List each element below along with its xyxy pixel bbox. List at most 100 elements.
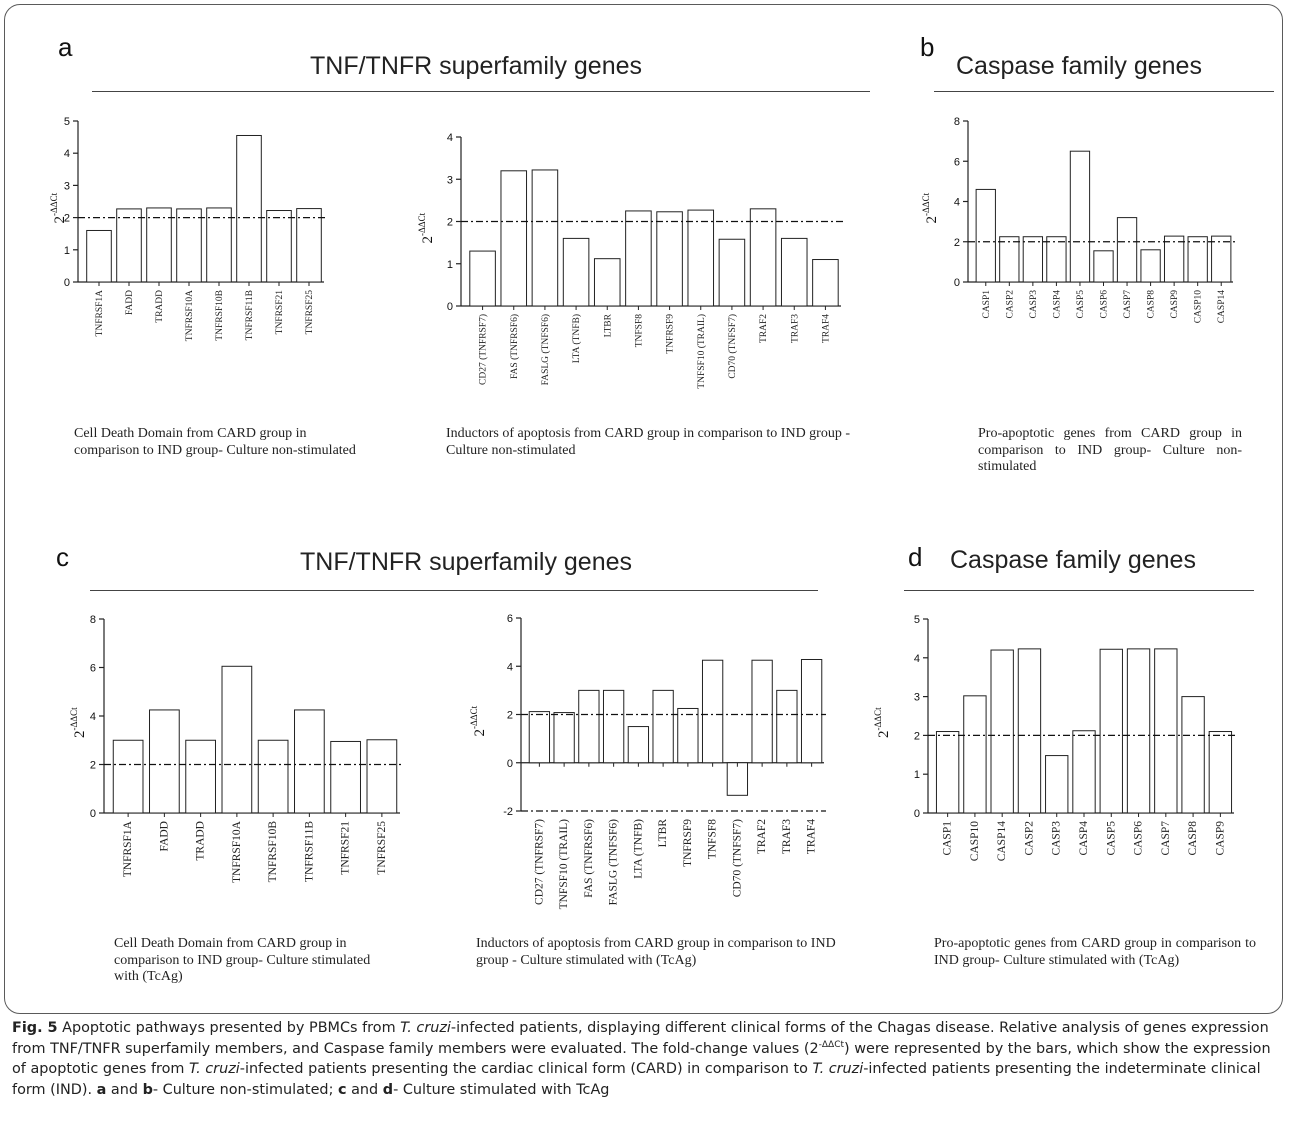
y-axis-label: 2-ΔΔCt bbox=[469, 705, 488, 736]
y-tick-label: 1 bbox=[447, 259, 453, 271]
chart-a-cell-death-domain: 0 1 2 3 4 5 TNFRSF1A FADD TRADD TNFRSF10A TNFRSF10… bbox=[49, 116, 1236, 909]
caption-c-cell-death: Cell Death Domain from CARD group in com… bbox=[114, 936, 371, 984]
bar bbox=[602, 689, 625, 764]
figcap-part: and bbox=[106, 1081, 143, 1098]
bar bbox=[1187, 236, 1208, 283]
category-label: TRAF4 bbox=[821, 314, 831, 343]
category-label: CASP3 bbox=[1051, 821, 1063, 856]
bar bbox=[1069, 150, 1091, 283]
bar bbox=[86, 229, 112, 283]
bar bbox=[1154, 648, 1178, 814]
category-label: TRAF2 bbox=[756, 819, 768, 854]
category-label: TNFRSF21 bbox=[275, 290, 285, 335]
category-label: TRAF3 bbox=[790, 314, 800, 343]
category-label: TRADD bbox=[155, 290, 165, 323]
category-label: CASP8 bbox=[1147, 290, 1157, 319]
bar bbox=[780, 237, 808, 307]
figcap-part: -infected patients presenting the cardia… bbox=[239, 1061, 813, 1077]
bar bbox=[1099, 648, 1123, 814]
figure-caption: Fig. 5 Apoptotic pathways presented by P… bbox=[12, 1018, 1274, 1100]
figcap-part: - Culture non-stimulated; bbox=[152, 1081, 338, 1098]
bar bbox=[1017, 648, 1042, 814]
y-tick-label: 4 bbox=[64, 148, 70, 160]
figcap-part: -infected patients, displaying different… bbox=[12, 1020, 1269, 1057]
category-label: CASP1 bbox=[942, 821, 954, 856]
y-tick-label: 3 bbox=[447, 174, 453, 186]
figcap-part: ) were represented by the bars, which sh… bbox=[12, 1040, 1271, 1078]
category-label: LTBR bbox=[657, 819, 669, 848]
y-tick-label: 4 bbox=[447, 132, 453, 144]
section-a-rule bbox=[92, 91, 870, 92]
category-label: CASP4 bbox=[1078, 821, 1090, 856]
y-tick-label: 4 bbox=[507, 661, 513, 673]
category-label: CASP4 bbox=[1052, 290, 1062, 319]
category-label: CASP10 bbox=[969, 821, 981, 862]
caption-d-pro-apoptotic: Pro-apoptotic genes from CARD group in c… bbox=[934, 936, 1256, 968]
category-label: TNFRSF10B bbox=[267, 821, 279, 883]
y-tick-label: 0 bbox=[64, 277, 70, 289]
y-tick-label: 5 bbox=[64, 116, 70, 128]
y-tick-label: 8 bbox=[954, 116, 960, 128]
y-tick-label: 4 bbox=[90, 711, 96, 723]
section-d-rule bbox=[904, 590, 1254, 591]
y-axis-label: 2-ΔΔCt bbox=[49, 192, 68, 223]
category-label: TNFRSF10B bbox=[215, 290, 225, 341]
category-label: CASP9 bbox=[1170, 290, 1180, 319]
section-b-rule bbox=[934, 91, 1274, 92]
panel-ref-d: d bbox=[382, 1081, 394, 1098]
bar bbox=[726, 762, 749, 796]
y-tick-label: 3 bbox=[914, 692, 920, 704]
category-label: TRAF2 bbox=[759, 314, 769, 343]
bar bbox=[1072, 730, 1096, 814]
section-c-letter: c bbox=[56, 542, 69, 572]
bar bbox=[1140, 249, 1161, 283]
bar bbox=[1211, 235, 1232, 283]
section-b-title: Caspase family genes bbox=[956, 52, 1202, 80]
y-tick-label: 2 bbox=[954, 237, 960, 249]
category-label: FAS (TNFRSF6) bbox=[583, 819, 595, 898]
category-label: TNFSF8 bbox=[634, 314, 644, 348]
category-label: CASP14 bbox=[996, 821, 1008, 862]
bar bbox=[701, 659, 724, 764]
species-name: T. cruzi bbox=[400, 1020, 451, 1036]
category-label: FADD bbox=[125, 290, 135, 315]
category-label: FADD bbox=[158, 821, 170, 851]
bar bbox=[749, 208, 777, 307]
caption-b-pro-apoptotic: Pro-apoptotic genes from CARD group in c… bbox=[978, 426, 1242, 474]
category-label: LTA (TNFB) bbox=[632, 819, 644, 879]
figure-label: Fig. 5 bbox=[12, 1020, 58, 1036]
category-label: TNFRSF1A bbox=[95, 290, 105, 337]
category-label: CD27 (TNFRSF7) bbox=[533, 819, 545, 905]
bar bbox=[1022, 236, 1044, 283]
y-tick-label: 2 bbox=[914, 730, 920, 742]
bar bbox=[999, 236, 1020, 283]
bar bbox=[1163, 235, 1185, 283]
y-axis-label: 2-ΔΔCt bbox=[417, 212, 436, 243]
y-tick-label: 8 bbox=[90, 614, 96, 626]
y-axis-label: 2-ΔΔCt bbox=[69, 707, 88, 738]
bar bbox=[149, 709, 180, 814]
category-label: TNFRSF25 bbox=[376, 821, 388, 875]
y-tick-label: 2 bbox=[507, 710, 513, 722]
figcap-superscript: -ΔΔCt bbox=[818, 1039, 845, 1050]
bar bbox=[266, 210, 292, 283]
bar bbox=[330, 740, 361, 814]
bar bbox=[677, 707, 699, 764]
category-label: TRAF4 bbox=[806, 819, 818, 854]
figcap-part: - Culture stimulated with TcAg bbox=[393, 1081, 610, 1098]
category-label: TNFRSF25 bbox=[305, 290, 315, 335]
category-label: CD27 (TNFRSF7) bbox=[478, 314, 489, 385]
bar bbox=[366, 739, 398, 814]
bar bbox=[296, 208, 322, 283]
category-label: CASP14 bbox=[1217, 290, 1227, 324]
category-label: CASP3 bbox=[1029, 290, 1039, 319]
category-label: LTA (TNFB) bbox=[571, 314, 582, 363]
bar bbox=[531, 169, 559, 307]
category-label: CASP5 bbox=[1076, 290, 1086, 319]
y-tick-label: -2 bbox=[503, 806, 513, 818]
y-axis-label: 2-ΔΔCt bbox=[921, 192, 940, 223]
species-name: T. cruzi bbox=[812, 1061, 864, 1077]
bar bbox=[1208, 731, 1233, 814]
category-label: TNFRSF11B bbox=[245, 290, 255, 340]
category-label: TNFRSF1A bbox=[122, 820, 134, 877]
